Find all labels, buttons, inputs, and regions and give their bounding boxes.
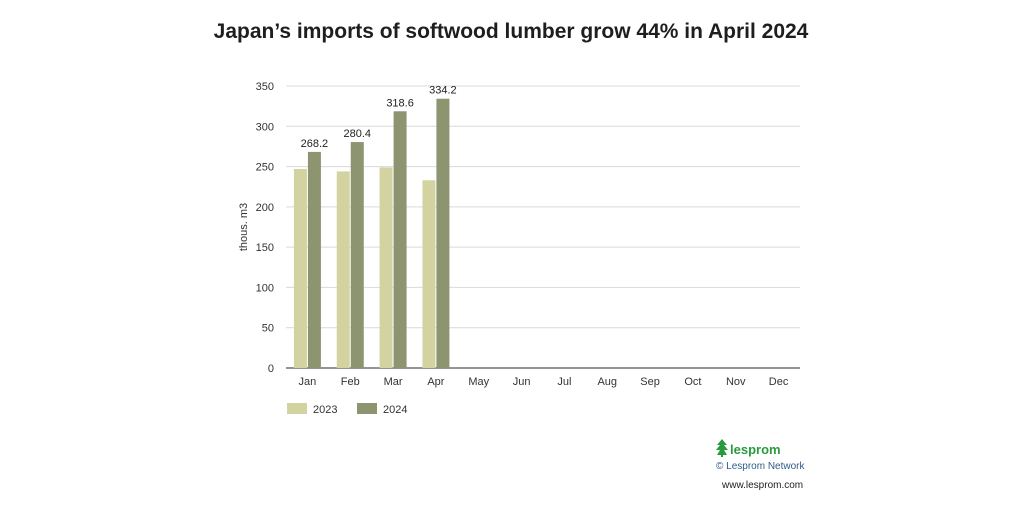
y-tick-label: 200 bbox=[256, 202, 274, 214]
x-tick-label: Apr bbox=[427, 376, 444, 388]
data-label: 334.2 bbox=[429, 85, 457, 97]
grid-lines bbox=[286, 85, 800, 369]
y-tick-label: 0 bbox=[268, 363, 274, 375]
legend-swatch-2023 bbox=[287, 403, 307, 414]
bar-2024-mar bbox=[393, 111, 407, 368]
x-tick-label: Feb bbox=[341, 376, 360, 388]
y-tick-label: 150 bbox=[256, 242, 274, 254]
brand-copyright[interactable]: © Lesprom Network bbox=[716, 461, 805, 472]
bar-2024-jan bbox=[307, 151, 321, 368]
legend-label-2024: 2024 bbox=[383, 404, 407, 416]
x-tick-label: Sep bbox=[640, 376, 660, 388]
x-tick-label: Jul bbox=[557, 376, 571, 388]
y-tick-label: 250 bbox=[256, 162, 274, 174]
data-label: 318.6 bbox=[386, 97, 414, 109]
x-tick-label: Jan bbox=[299, 376, 317, 388]
y-axis-title: thous. m3 bbox=[238, 203, 250, 251]
x-tick-label: May bbox=[468, 376, 489, 388]
bar-2023-feb bbox=[336, 171, 350, 368]
chart-title: Japan’s imports of softwood lumber grow … bbox=[213, 20, 809, 43]
brand-url[interactable]: www.lesprom.com bbox=[722, 480, 804, 491]
bar-2023-mar bbox=[379, 167, 393, 368]
bars bbox=[293, 98, 450, 368]
y-tick-label: 100 bbox=[256, 282, 274, 294]
y-tick-label: 350 bbox=[256, 81, 274, 93]
axes: 0 50 100 150 200 250 300 350 thous. m3 Jan Feb Mar A… bbox=[238, 81, 789, 388]
x-tick-label: Dec bbox=[769, 376, 789, 388]
legend-label-2023: 2023 bbox=[313, 404, 337, 416]
brand-name: lesprom bbox=[730, 442, 781, 457]
data-labels: 268.2 280.4 318.6 334.2 bbox=[301, 85, 457, 150]
bar-2024-apr bbox=[436, 98, 450, 368]
legend: 2023 2024 bbox=[287, 403, 407, 416]
y-tick-label: 50 bbox=[262, 323, 274, 335]
bar-2023-apr bbox=[422, 180, 436, 368]
legend-swatch-2024 bbox=[357, 403, 377, 414]
x-tick-label: Aug bbox=[597, 376, 617, 388]
data-label: 268.2 bbox=[301, 138, 329, 150]
x-tick-label: Mar bbox=[384, 376, 403, 388]
data-label: 280.4 bbox=[343, 128, 371, 140]
y-tick-label: 300 bbox=[256, 121, 274, 133]
brand-logo: lesprom bbox=[716, 437, 826, 457]
brand-block: lesprom © Lesprom Network www.lesprom.co… bbox=[716, 437, 826, 491]
fir-tree-icon bbox=[716, 439, 728, 457]
x-tick-label: Jun bbox=[513, 376, 531, 388]
x-tick-label: Nov bbox=[726, 376, 746, 388]
bar-2024-feb bbox=[350, 142, 364, 368]
bar-2023-jan bbox=[293, 168, 307, 368]
x-tick-label: Oct bbox=[684, 376, 701, 388]
